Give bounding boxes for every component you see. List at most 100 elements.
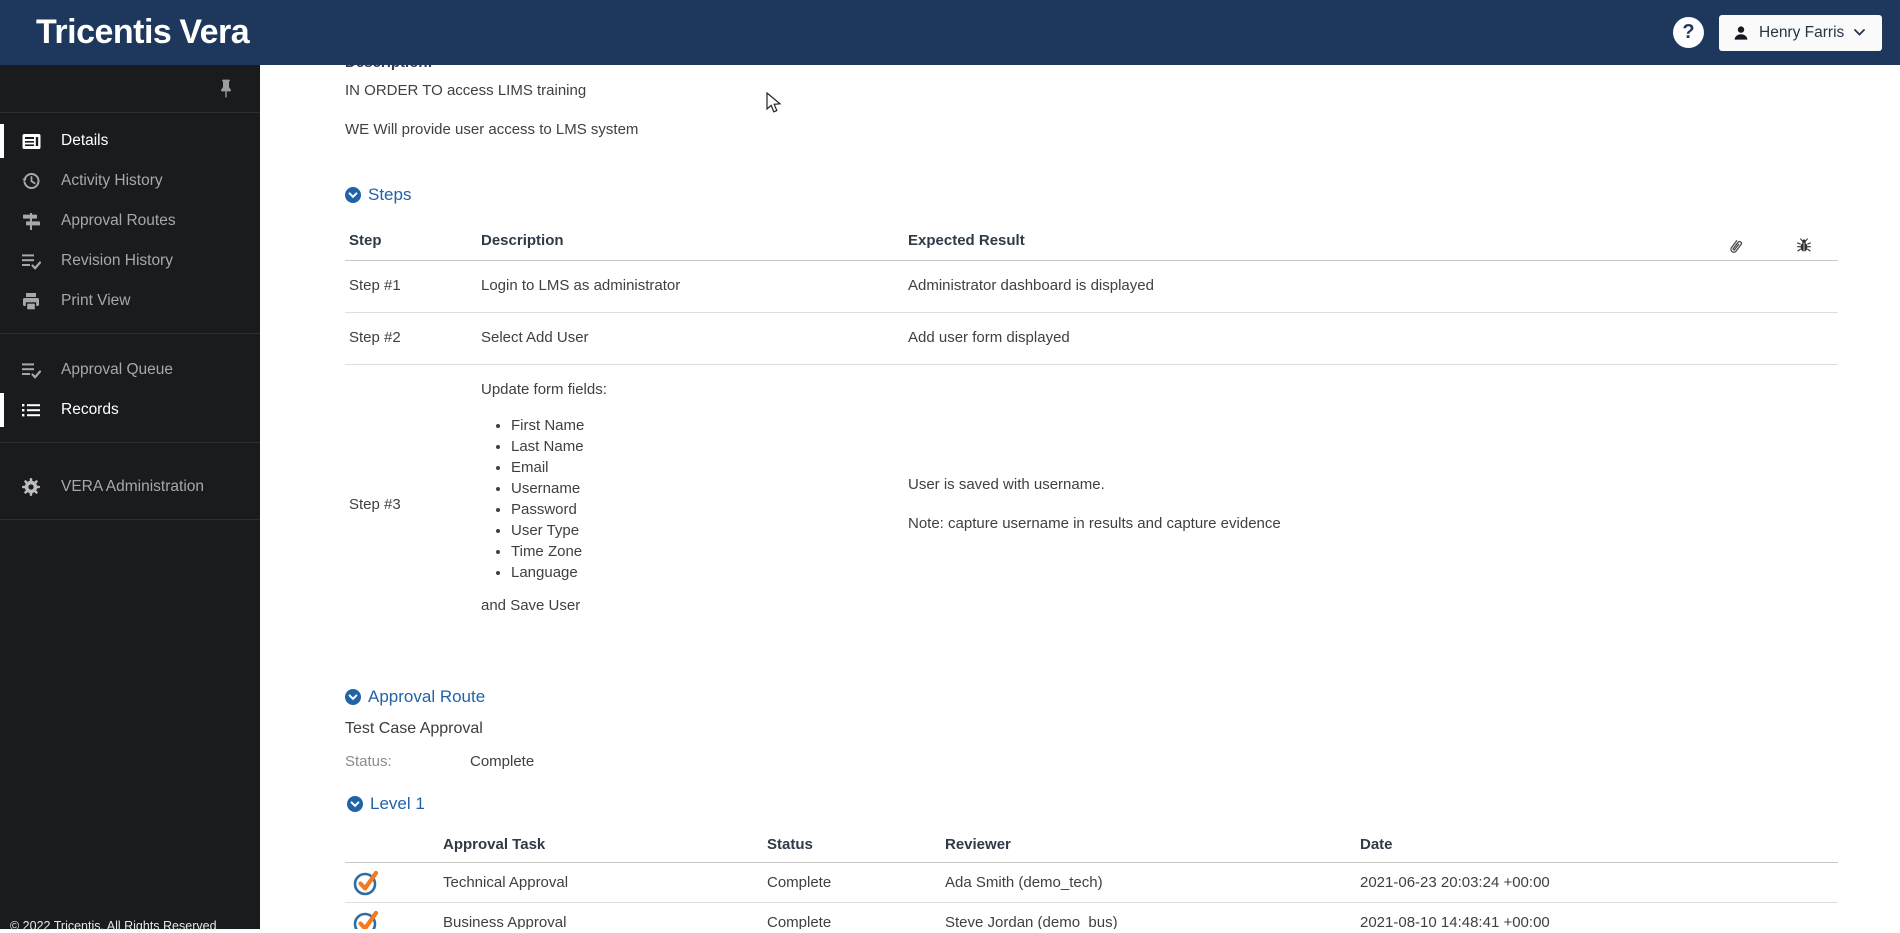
column-header-status: Status [767,836,813,853]
records-icon [21,400,41,420]
column-header-step: Step [349,232,382,249]
approval-task-row: Technical Approval Complete Ada Smith (d… [345,863,1838,903]
sidebar-item-label: Print View [61,292,131,309]
approval-reviewer: Steve Jordan (demo_bus) [945,914,1118,929]
pin-icon[interactable] [218,79,234,99]
list-item: First Name [511,415,900,436]
approval-reviewer: Ada Smith (demo_tech) [945,874,1103,891]
attachment-icon[interactable] [1700,220,1770,260]
sidebar-divider [0,442,260,443]
collapse-chevron-icon [347,796,363,812]
expected-result-line: User is saved with username. [908,476,1105,493]
level-1-section-header[interactable]: Level 1 [347,794,425,814]
sidebar-item-label: Approval Routes [61,212,176,229]
approved-check-icon [345,869,439,897]
sidebar-item-label: VERA Administration [61,478,205,495]
sidebar-divider [0,333,260,334]
step-number: Step #2 [349,329,401,346]
sidebar-item-label: Records [61,401,119,418]
list-item: User Type [511,520,900,541]
approval-route-section-header[interactable]: Approval Route [345,687,485,707]
level-1-title: Level 1 [370,794,425,813]
user-icon [1734,25,1748,40]
user-menu-button[interactable]: Henry Farris [1719,14,1882,51]
level-1-table-header: Approval Task Status Reviewer Date [345,827,1838,863]
step-expected-result: Add user form displayed [908,329,1070,346]
status-label: Status: [345,753,392,770]
approval-date: 2021-06-23 20:03:24 +00:00 [1360,874,1550,891]
level-1-table: Approval Task Status Reviewer Date Techn… [345,827,1838,929]
approval-route-title: Approval Route [368,687,486,706]
sidebar-item-label: Approval Queue [61,361,174,378]
details-icon [21,131,41,151]
step-number: Step #3 [349,495,401,513]
steps-section-header[interactable]: Steps [345,185,411,205]
logo-secondary: Vera [179,13,250,51]
approval-task: Business Approval [443,914,567,929]
steps-section-title: Steps [368,185,412,204]
app-logo: Tricentis Vera [36,13,250,52]
step-row-2: Step #2 Select Add User Add user form di… [345,313,1838,365]
approval-queue-icon [21,360,41,380]
activity-history-icon [21,171,41,191]
list-item: Language [511,562,900,583]
print-view-icon [21,291,41,311]
expected-result-note: Note: capture username in results and ca… [908,515,1281,532]
user-name: Henry Farris [1759,23,1845,41]
approval-routes-icon [21,211,41,231]
step-description-outro: and Save User [481,597,581,614]
description-label-clipped: Description: [345,65,1838,74]
form-fields-list: First Name Last Name Email Username Pass… [511,415,900,583]
column-header-approval-task: Approval Task [443,836,546,853]
bug-icon[interactable] [1770,220,1838,260]
sidebar-item-print-view[interactable]: Print View [0,281,260,321]
step-row-3: Step #3 Update form fields: First Name L… [345,365,1838,645]
sidebar-item-revision-history[interactable]: Revision History [0,241,260,281]
collapse-chevron-icon [345,187,361,203]
description-line: IN ORDER TO access LIMS training [345,82,587,99]
description-label: Description: [345,65,1838,71]
approved-check-icon [345,909,439,929]
sidebar-item-records[interactable]: Records [0,390,260,430]
column-header-reviewer: Reviewer [945,836,1011,853]
sidebar-pin-row [0,65,260,113]
step-expected-result: User is saved with username. Note: captu… [904,460,1700,550]
column-header-description: Description [481,232,564,249]
app-header: Tricentis Vera ? Henry Farris [0,0,1900,65]
list-item: Password [511,499,900,520]
sidebar-item-approval-queue[interactable]: Approval Queue [0,350,260,390]
approval-route-status: Status: Complete [345,753,1838,770]
list-item: Last Name [511,436,900,457]
step-row-1: Step #1 Login to LMS as administrator Ad… [345,261,1838,313]
description-line: WE Will provide user access to LMS syste… [345,121,639,138]
approval-task: Technical Approval [443,874,569,891]
steps-table: Step Description Expected Result [345,220,1838,645]
list-item: Email [511,457,900,478]
step-description: Login to LMS as administrator [481,277,681,294]
sidebar-item-label: Activity History [61,172,163,189]
gear-icon [21,477,41,497]
sidebar-item-label: Revision History [61,252,173,269]
sidebar-item-vera-administration[interactable]: VERA Administration [0,467,260,507]
list-item: Username [511,478,900,499]
sidebar-item-approval-routes[interactable]: Approval Routes [0,201,260,241]
approval-status: Complete [767,874,832,891]
step-description: Update form fields: First Name Last Name… [477,365,904,645]
revision-history-icon [21,251,41,271]
step-description: Select Add User [481,329,589,346]
main-content: Description: IN ORDER TO access LIMS tra… [260,65,1900,929]
steps-table-header: Step Description Expected Result [345,220,1838,261]
help-label: ? [1682,21,1695,43]
logo-primary: Tricentis [36,13,172,51]
help-icon[interactable]: ? [1673,17,1704,48]
approval-task-row: Business Approval Complete Steve Jordan … [345,903,1838,929]
step-description-intro: Update form fields: [481,381,607,398]
step-expected-result: Administrator dashboard is displayed [908,277,1154,294]
column-header-date: Date [1360,836,1393,853]
sidebar-item-details[interactable]: Details [0,121,260,161]
approval-status: Complete [767,914,832,929]
sidebar-item-activity-history[interactable]: Activity History [0,161,260,201]
chevron-down-icon [1854,29,1866,36]
list-item: Time Zone [511,541,900,562]
status-value: Complete [470,753,535,770]
